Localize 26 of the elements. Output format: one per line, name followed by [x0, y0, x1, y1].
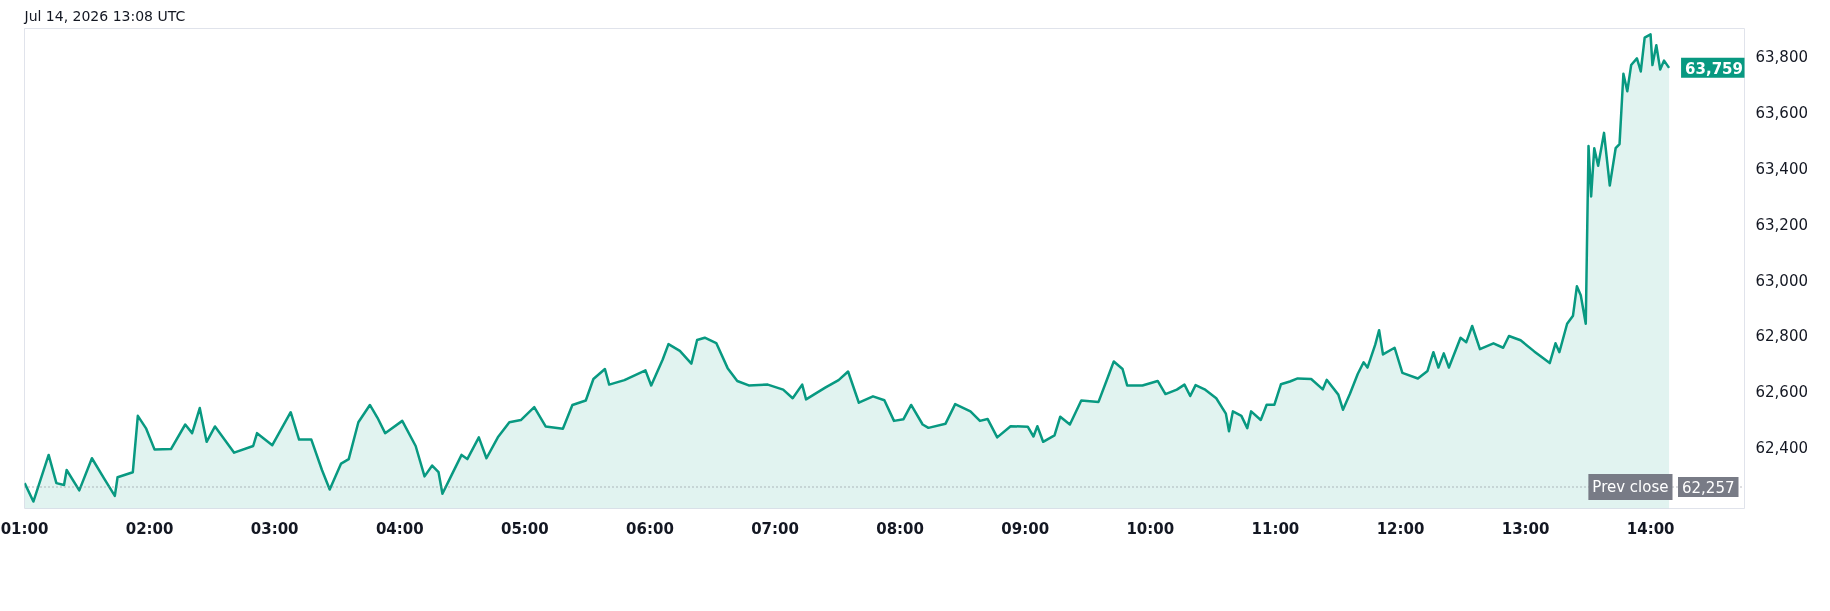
x-tick-label: 02:00: [125, 519, 174, 538]
ref-line-label: Prev close: [1592, 478, 1669, 497]
y-tick-label: 62,400: [1755, 439, 1808, 458]
y-tick-label: 62,800: [1755, 327, 1808, 346]
y-tick-label: 63,000: [1755, 271, 1808, 290]
x-tick-label: 09:00: [1001, 519, 1050, 538]
y-tick-label: 63,200: [1755, 215, 1808, 234]
x-tick-label: 04:00: [375, 519, 424, 538]
x-tick-label: 01:00: [0, 519, 49, 538]
annotation: 62,257: [1682, 479, 1735, 498]
x-tick-label: 08:00: [876, 519, 925, 538]
x-tick-label: 05:00: [500, 519, 549, 538]
y-tick-label: 63,400: [1755, 160, 1808, 179]
x-tick-label: 13:00: [1501, 519, 1550, 538]
x-tick-label: 07:00: [751, 519, 799, 538]
y-tick-label: 63,600: [1755, 104, 1808, 123]
x-tick-label: 06:00: [626, 519, 674, 538]
y-tick-label: 62,600: [1755, 383, 1808, 402]
x-tick-label: 14:00: [1626, 519, 1675, 538]
x-tick-label: 11:00: [1251, 519, 1300, 538]
x-tick-label: 03:00: [250, 519, 299, 538]
x-tick-label: 10:00: [1126, 519, 1175, 538]
text: Jul 14, 2026 13:08 UTC: [23, 7, 186, 24]
x-tick-label: 12:00: [1376, 519, 1425, 538]
annotation: 63,759: [1685, 59, 1743, 78]
y-tick-label: 63,800: [1755, 48, 1808, 67]
